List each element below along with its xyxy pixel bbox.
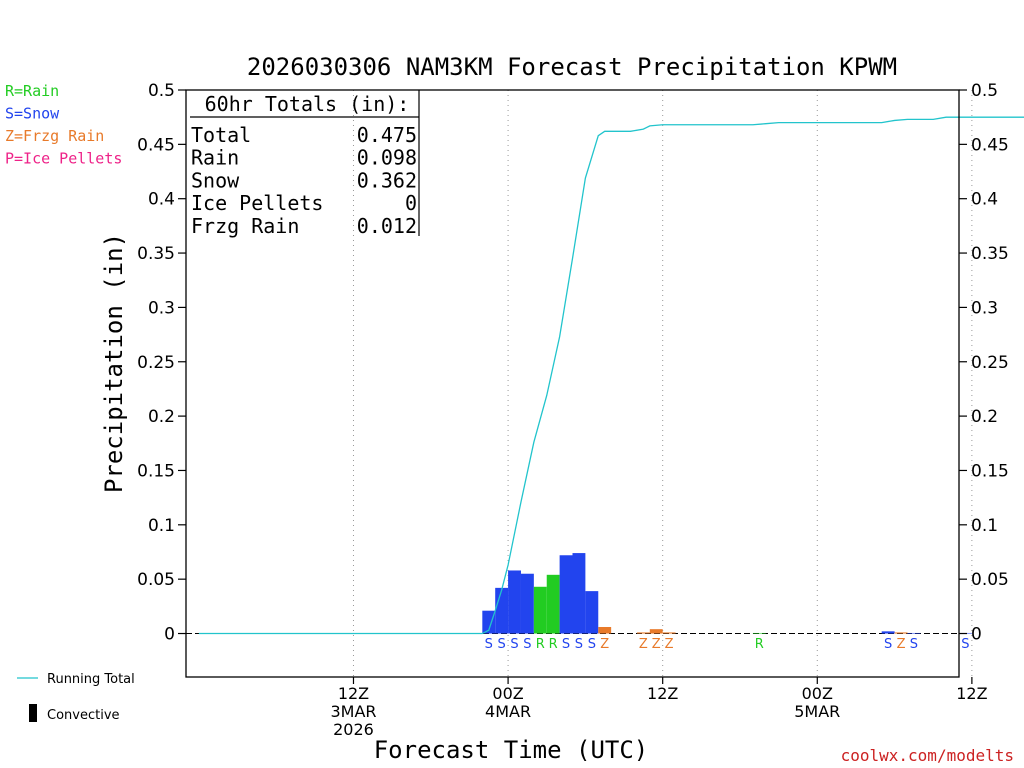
y-tick-label-right: 0.35 <box>971 244 1009 264</box>
y-tick-label-left: 0 <box>164 625 175 645</box>
precip-bar <box>572 553 586 634</box>
totals-label: Total <box>191 123 251 147</box>
precip-bar <box>881 631 895 634</box>
ptype-marker: S <box>575 637 583 652</box>
precip-bar <box>482 610 496 634</box>
y-tick-label-right: 0.4 <box>971 190 998 210</box>
y-tick-label-right: 0.45 <box>971 135 1009 155</box>
precip-bar <box>585 591 599 634</box>
ptype-marker: S <box>562 637 570 652</box>
credit-text: coolwx.com/modelts <box>841 746 1014 765</box>
y-tick-label-left: 0.05 <box>137 570 175 590</box>
plot-frame <box>185 89 960 678</box>
x-tick-label: 12Z <box>956 684 987 703</box>
type-legend-item: Z=Frzg Rain <box>5 127 104 145</box>
y-tick-label-left: 0.15 <box>137 461 175 481</box>
running-total-line <box>198 116 1024 635</box>
ptype-marker: S <box>588 637 596 652</box>
precip-bar <box>907 632 921 634</box>
ptype-marker: S <box>961 637 969 652</box>
y-tick-label-right: 0.2 <box>971 407 998 427</box>
precip-bar <box>520 573 534 634</box>
totals-value: 0 <box>405 191 417 215</box>
x-tick-label: 12Z <box>338 684 369 703</box>
x-tick-label: 00Z <box>802 684 833 703</box>
y-tick-label-left: 0.25 <box>137 353 175 373</box>
ptype-marker: S <box>498 637 506 652</box>
ptype-marker: S <box>910 637 918 652</box>
x-tick-label: 00Z <box>492 684 523 703</box>
y-tick-label-left: 0.4 <box>148 190 175 210</box>
totals-value: 0.012 <box>357 214 417 238</box>
x-tick-label: 2026 <box>333 720 374 739</box>
y-tick-label-right: 0.3 <box>971 298 998 318</box>
bars-group <box>482 553 972 634</box>
y-tick-label-right: 0.05 <box>971 570 1009 590</box>
ptype-marker: Z <box>665 637 674 652</box>
convective-legend-label: Convective <box>47 708 120 723</box>
convective-legend-swatch <box>29 704 37 722</box>
y-tick-label-right: 0.15 <box>971 461 1009 481</box>
precip-bar <box>636 632 650 634</box>
x-tick-label: 4MAR <box>485 702 531 721</box>
totals-value: 0.098 <box>357 146 417 170</box>
ptype-marker: R <box>549 637 558 652</box>
y-tick-label-left: 0.3 <box>148 298 175 318</box>
y-tick-label-left: 0.2 <box>148 407 175 427</box>
type-legend-item: R=Rain <box>5 82 59 100</box>
totals-label: Ice Pellets <box>191 191 323 215</box>
y-tick-label-right: 0.5 <box>971 81 998 101</box>
x-tick-label: 12Z <box>647 684 678 703</box>
x-tick-label: 5MAR <box>794 702 840 721</box>
precip-bar <box>508 570 521 634</box>
y-tick-label-right: 0.1 <box>971 516 998 536</box>
chart-title: 2026030306 NAM3KM Forecast Precipitation… <box>247 53 897 81</box>
totals-value: 0.475 <box>357 123 417 147</box>
totals-label: Rain <box>191 146 239 170</box>
ptype-marker: R <box>536 637 545 652</box>
type-legend-item: S=Snow <box>5 105 60 123</box>
totals-title: 60hr Totals (in): <box>205 92 410 116</box>
precip-bar <box>649 629 663 634</box>
x-axis-label: Forecast Time (UTC) <box>374 736 649 764</box>
x-tick-label: 3MAR <box>330 702 376 721</box>
y-tick-label-left: 0.35 <box>137 244 175 264</box>
ptype-marker: S <box>523 637 531 652</box>
running-total-legend-label: Running Total <box>47 672 135 687</box>
precip-bar <box>559 555 573 634</box>
ptype-marker: Z <box>652 637 661 652</box>
precip-bar <box>598 626 612 634</box>
precip-bar <box>533 586 547 634</box>
ptype-marker: Z <box>600 637 609 652</box>
totals-label: Snow <box>191 168 240 192</box>
y-tick-label-right: 0.25 <box>971 353 1009 373</box>
ptype-marker: S <box>510 637 518 652</box>
precip-bar <box>495 587 509 634</box>
y-tick-label-left: 0.45 <box>137 135 175 155</box>
totals-value: 0.362 <box>357 168 417 192</box>
ptype-marker: Z <box>639 637 648 652</box>
ptype-marker: Z <box>897 637 906 652</box>
y-axis-label: Precipitation (in) <box>100 233 128 493</box>
totals-label: Frzg Rain <box>191 214 299 238</box>
type-legend-item: P=Ice Pellets <box>5 150 122 168</box>
precip-bar <box>894 632 908 634</box>
precip-bar <box>752 632 766 634</box>
ptype-marker: S <box>485 637 493 652</box>
y-tick-label-left: 0.5 <box>148 81 175 101</box>
y-tick-label-right: 0 <box>971 625 982 645</box>
precip-bar <box>546 574 560 634</box>
precip-bar <box>662 632 676 634</box>
ptype-marker: R <box>755 637 764 652</box>
y-tick-label-left: 0.1 <box>148 516 175 536</box>
ptype-marker: S <box>884 637 892 652</box>
